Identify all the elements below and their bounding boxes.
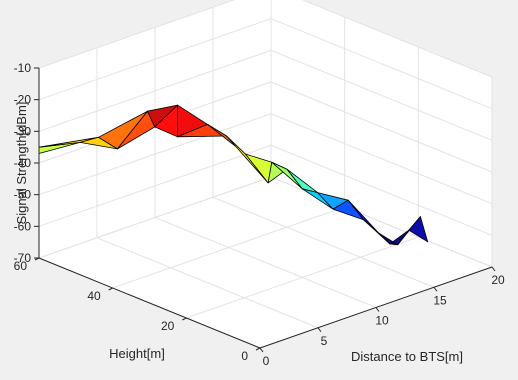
x-tick-mark	[491, 266, 496, 272]
grid-line-y-floor	[112, 206, 345, 289]
x-tick-label: 15	[433, 293, 447, 307]
grid-line-z-back	[270, 81, 493, 173]
z-tick-label: -20	[14, 93, 32, 107]
z-tick-label: -10	[14, 61, 32, 75]
x-tick-label: 20	[491, 273, 505, 287]
grid-line-z-back	[301, 0, 493, 78]
axis-labels: Signal Strength[dBm] Height[m] Distance …	[14, 102, 463, 364]
grid-line-z-left	[38, 144, 272, 227]
z-tick-label: -40	[14, 156, 32, 170]
grid-line-z-left	[38, 49, 272, 132]
grid-line-x-floor	[96, 237, 319, 329]
grid-line-z-back	[270, 144, 493, 236]
tick-labels: 0 5 10 15 20 0 20 40 60 -10 -20 -30 -40 -50 -60 -70	[14, 61, 505, 368]
z-tick-label: -60	[14, 219, 32, 233]
grid-line-x-floor	[212, 196, 435, 288]
y-tick-mark	[108, 287, 113, 291]
surface-facet	[408, 216, 429, 243]
z-tick-label: -30	[14, 124, 32, 138]
grid-line-x-floor	[154, 217, 377, 308]
grid-line-z-left	[38, 113, 272, 196]
y-axis-line	[38, 257, 261, 349]
grid-line-y-floor	[186, 236, 419, 319]
y-tick-mark	[182, 317, 187, 321]
grid-line-z-left	[38, 0, 236, 69]
y-tick-label: 60	[14, 259, 28, 273]
y-tick-label: 0	[241, 349, 248, 363]
x-tick-mark	[375, 307, 380, 312]
x-axis-label: Distance to BTS[m]	[351, 349, 463, 364]
grid-line-z-back	[270, 49, 493, 141]
z-tick-label: -70	[14, 251, 32, 265]
z-axis-label: Signal Strength[dBm]	[14, 102, 29, 225]
back-pane	[271, 0, 492, 267]
grid-line-z-left	[38, 18, 272, 101]
x-tick-label: 5	[321, 334, 328, 348]
y-tick-label: 20	[161, 319, 175, 333]
y-tick-label: 40	[87, 289, 101, 303]
x-tick-mark	[433, 286, 438, 292]
y-tick-mark	[255, 347, 261, 351]
x-tick-label: 10	[375, 314, 389, 328]
x-tick-mark	[317, 327, 322, 333]
x-tick-label: 0	[263, 354, 270, 368]
grid-line-z-left	[38, 176, 272, 259]
z-tick-label: -50	[14, 188, 32, 202]
surface-mesh	[38, 104, 429, 246]
x-tick-mark	[259, 347, 264, 353]
grid-line-z-back	[270, 113, 493, 205]
y-axis-label: Height[m]	[109, 346, 165, 361]
grid-line-z-back	[270, 18, 493, 110]
